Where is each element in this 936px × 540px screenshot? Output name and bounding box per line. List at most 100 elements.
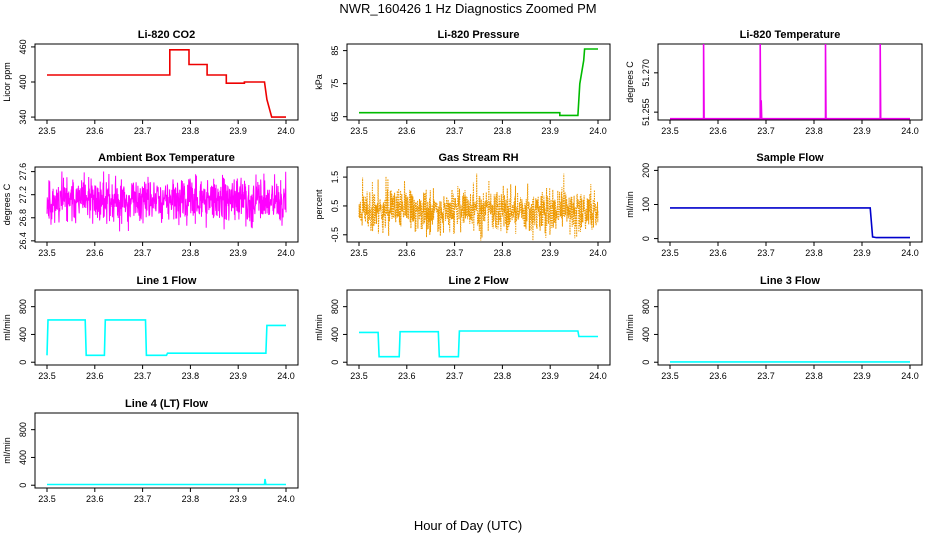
x-tick-label: 23.9 — [541, 371, 559, 381]
x-tick-label: 23.8 — [182, 126, 200, 136]
y-tick-label: 800 — [18, 422, 28, 437]
y-tick-label: 0 — [18, 483, 28, 488]
data-series-1 — [47, 478, 286, 486]
data-series-1 — [359, 48, 598, 117]
panel-4: Ambient Box Temperature degrees C 23.5 23.6… — [2, 152, 299, 258]
panel-title: Li-820 Temperature — [740, 29, 841, 41]
x-tick-label: 23.7 — [757, 126, 775, 136]
x-tick-label: 23.5 — [38, 494, 56, 504]
data-series-1 — [46, 171, 287, 232]
y-tick-label: 0 — [641, 236, 651, 241]
y-tick-label: 400 — [18, 450, 28, 465]
plot-frame — [346, 43, 611, 121]
x-tick-label: 23.6 — [398, 248, 416, 258]
y-tick-label: 800 — [18, 299, 28, 314]
x-tick-label: 23.6 — [709, 126, 727, 136]
y-axis-label: percent — [314, 189, 324, 220]
y-axis-label: Licor ppm — [2, 62, 12, 102]
x-tick-label: 24.0 — [277, 371, 295, 381]
panels: Li-820 CO2 Licor ppm 23.5 23.6 23.7 23.8 23.9 2… — [2, 29, 923, 504]
x-tick-label: 23.5 — [350, 126, 368, 136]
panel-5: Gas Stream RH percent 23.5 23.6 23.7 23.8 23.9… — [314, 152, 611, 258]
x-tick-label: 23.7 — [134, 494, 152, 504]
x-tick-label: 23.9 — [229, 248, 247, 258]
data-series-1 — [670, 43, 910, 120]
plot-frame — [346, 289, 611, 366]
y-tick-label: 75 — [330, 79, 340, 89]
x-tick-label: 23.5 — [38, 248, 56, 258]
x-tick-label: 23.7 — [446, 248, 464, 258]
x-tick-label: 23.5 — [38, 371, 56, 381]
y-tick-label: 460 — [18, 39, 28, 54]
x-tick-label: 23.9 — [853, 371, 871, 381]
x-tick-label: 23.6 — [86, 494, 104, 504]
plot-frame — [657, 43, 923, 121]
data-series-1 — [670, 207, 910, 239]
x-tick-label: 23.6 — [709, 248, 727, 258]
y-tick-label: 27.2 — [18, 186, 28, 204]
panel-title: Line 1 Flow — [137, 275, 197, 287]
x-tick-label: 23.9 — [853, 248, 871, 258]
x-tick-label: 24.0 — [901, 371, 919, 381]
x-tick-label: 23.5 — [661, 248, 679, 258]
x-tick-label: 23.8 — [182, 494, 200, 504]
x-tick-label: 23.7 — [446, 371, 464, 381]
data-series-1 — [359, 330, 598, 358]
plot-frame — [34, 166, 299, 243]
y-tick-label: 27.6 — [18, 163, 28, 181]
x-tick-label: 23.5 — [661, 371, 679, 381]
panel-8: Line 2 Flow ml/min 23.5 23.6 23.7 23.8 23.9 24.… — [314, 275, 611, 381]
y-tick-label: 0 — [330, 360, 340, 365]
data-series-1 — [358, 173, 599, 241]
x-tick-label: 23.9 — [229, 494, 247, 504]
y-axis-label: ml/min — [2, 437, 12, 464]
x-tick-label: 23.7 — [757, 248, 775, 258]
x-tick-label: 24.0 — [589, 248, 607, 258]
x-tick-label: 24.0 — [277, 248, 295, 258]
y-tick-label: 85 — [330, 46, 340, 56]
y-tick-label: 400 — [641, 327, 651, 342]
y-tick-label: 400 — [18, 74, 28, 89]
x-tick-label: 23.7 — [134, 371, 152, 381]
x-tick-label: 23.6 — [86, 248, 104, 258]
panel-title: Line 4 (LT) Flow — [125, 398, 208, 410]
x-tick-label: 23.8 — [182, 371, 200, 381]
x-tick-label: 23.8 — [805, 371, 823, 381]
panel-6: Sample Flow ml/min 23.5 23.6 23.7 23.8 23.9 24.… — [625, 152, 923, 258]
y-tick-label: 26.4 — [18, 232, 28, 250]
x-tick-label: 24.0 — [277, 126, 295, 136]
x-tick-label: 23.9 — [541, 248, 559, 258]
y-tick-label: 0 — [18, 360, 28, 365]
x-tick-label: 24.0 — [589, 126, 607, 136]
x-tick-label: 23.6 — [398, 371, 416, 381]
plot-frame — [34, 412, 299, 489]
x-tick-label: 23.6 — [709, 371, 727, 381]
panel-1: Li-820 CO2 Licor ppm 23.5 23.6 23.7 23.8 23.9 2… — [2, 29, 299, 136]
x-tick-label: 23.7 — [134, 126, 152, 136]
panel-title: Li-820 Pressure — [438, 29, 520, 41]
y-tick-label: 26.8 — [18, 209, 28, 227]
data-series-1 — [47, 48, 286, 118]
panel-title: Li-820 CO2 — [138, 29, 195, 41]
x-tick-label: 23.7 — [757, 371, 775, 381]
panel-7: Line 1 Flow ml/min 23.5 23.6 23.7 23.8 23.9 24.… — [2, 275, 299, 381]
y-tick-label: 340 — [18, 110, 28, 125]
x-tick-label: 23.7 — [134, 248, 152, 258]
x-tick-label: 23.8 — [805, 126, 823, 136]
data-series-1 — [46, 319, 286, 357]
x-tick-label: 23.8 — [805, 248, 823, 258]
x-tick-label: 23.5 — [661, 126, 679, 136]
panel-9: Line 3 Flow ml/min 23.5 23.6 23.7 23.8 23.9 24.… — [625, 275, 923, 381]
panel-title: Gas Stream RH — [438, 152, 518, 164]
y-tick-label: 100 — [641, 197, 651, 212]
plot-frame — [657, 289, 923, 366]
panel-2: Li-820 Pressure kPa 23.5 23.6 23.7 23.8 23.9 24… — [314, 29, 611, 136]
x-tick-label: 23.6 — [398, 126, 416, 136]
x-tick-label: 24.0 — [901, 126, 919, 136]
plot-frame — [346, 166, 611, 243]
panel-3: Li-820 Temperature degrees C 23.5 23.6 23.7 2… — [625, 29, 923, 136]
y-tick-label: -0.5 — [330, 227, 340, 243]
x-tick-label: 23.8 — [182, 248, 200, 258]
y-tick-label: 51.270 — [641, 59, 651, 87]
y-tick-label: 400 — [330, 327, 340, 342]
